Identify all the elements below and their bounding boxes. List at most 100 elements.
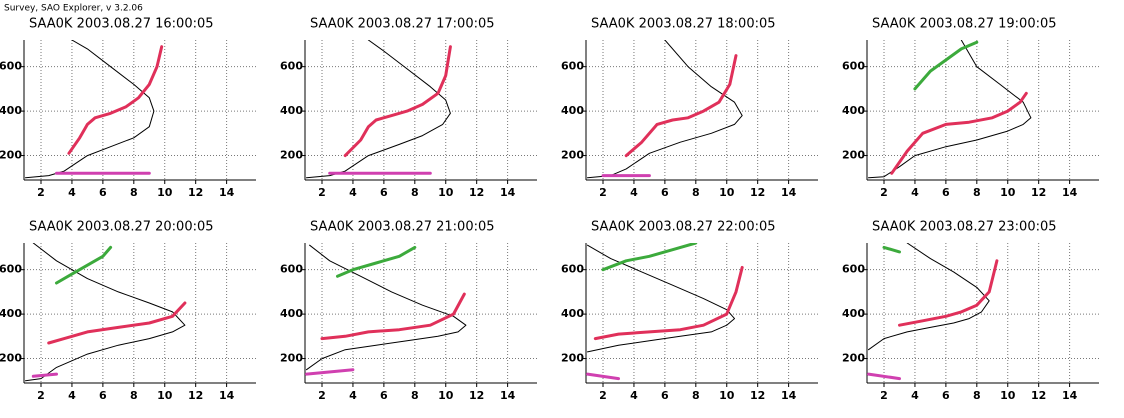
x-tick-label: 4 bbox=[911, 186, 919, 199]
x-tick-label: 10 bbox=[1000, 186, 1016, 199]
y-tick-label: 200 bbox=[842, 352, 865, 365]
x-tick-label: 4 bbox=[630, 389, 638, 402]
series-line bbox=[913, 40, 979, 91]
x-tick-label: 10 bbox=[1000, 389, 1016, 402]
series-line bbox=[336, 245, 417, 278]
series-line bbox=[593, 265, 744, 341]
series-line bbox=[587, 244, 735, 353]
plot-area bbox=[25, 40, 164, 179]
x-tick-label: 12 bbox=[750, 186, 765, 199]
panel: SAA0K 2003.08.27 21:00:05 2 4 6 8 10 12 14 200 40… bbox=[280, 220, 537, 402]
plot-area bbox=[25, 243, 187, 382]
panel-title: SAA0K 2003.08.27 22:00:05 bbox=[591, 220, 776, 235]
x-tick-label: 2 bbox=[880, 389, 888, 402]
y-tick-label: 400 bbox=[0, 104, 22, 117]
x-tick-label: 10 bbox=[157, 389, 173, 402]
plot-area bbox=[868, 40, 1032, 179]
y-tick-label: 400 bbox=[0, 307, 22, 320]
series-line bbox=[31, 372, 58, 378]
x-tick-label: 8 bbox=[692, 389, 700, 402]
x-tick-label: 10 bbox=[719, 389, 735, 402]
y-tick-label: 200 bbox=[561, 149, 584, 162]
plot-area bbox=[586, 243, 744, 381]
x-tick-label: 8 bbox=[130, 389, 138, 402]
x-tick-label: 8 bbox=[130, 186, 138, 199]
x-tick-label: 4 bbox=[349, 186, 357, 199]
x-tick-label: 10 bbox=[157, 186, 173, 199]
y-tick-label: 600 bbox=[561, 60, 584, 73]
x-tick-label: 12 bbox=[750, 389, 765, 402]
plot-area bbox=[587, 40, 743, 179]
panel: SAA0K 2003.08.27 23:00:05 2 4 6 8 10 12 14 200 40… bbox=[842, 220, 1099, 402]
caption: Survey, SAO Explorer, v 3.2.06 bbox=[4, 4, 143, 14]
series-line bbox=[25, 40, 155, 179]
panel-title: SAA0K 2003.08.27 17:00:05 bbox=[310, 17, 495, 32]
series-line bbox=[67, 45, 164, 155]
series-line bbox=[890, 91, 1028, 175]
x-tick-label: 12 bbox=[1031, 389, 1046, 402]
x-tick-label: 14 bbox=[500, 186, 516, 199]
series-line bbox=[586, 372, 620, 381]
x-tick-label: 10 bbox=[438, 389, 454, 402]
panel: SAA0K 2003.08.27 20:00:05 2 4 6 8 10 12 14 200 40… bbox=[0, 220, 256, 402]
panel: SAA0K 2003.08.27 18:00:05 2 4 6 8 10 12 14 200 40… bbox=[561, 17, 818, 199]
panel: SAA0K 2003.08.27 19:00:05 2 4 6 8 10 12 14 200 40… bbox=[842, 17, 1099, 199]
series-line bbox=[587, 40, 743, 179]
x-tick-label: 14 bbox=[1062, 389, 1078, 402]
x-tick-label: 2 bbox=[37, 186, 45, 199]
y-tick-label: 400 bbox=[842, 104, 865, 117]
y-tick-label: 600 bbox=[0, 60, 22, 73]
x-tick-label: 14 bbox=[219, 186, 235, 199]
x-tick-label: 6 bbox=[380, 186, 388, 199]
plot-area bbox=[305, 244, 467, 376]
x-tick-label: 14 bbox=[781, 389, 797, 402]
y-tick-label: 200 bbox=[280, 149, 303, 162]
y-tick-label: 400 bbox=[280, 307, 303, 320]
x-tick-label: 2 bbox=[599, 186, 607, 199]
panel: SAA0K 2003.08.27 22:00:05 2 4 6 8 10 12 14 200 40… bbox=[561, 220, 818, 402]
series-line bbox=[882, 245, 901, 254]
y-tick-label: 600 bbox=[280, 263, 303, 276]
panel: SAA0K 2003.08.27 17:00:05 2 4 6 8 10 12 14 200 40… bbox=[280, 17, 537, 199]
series-line bbox=[868, 243, 990, 351]
x-tick-label: 8 bbox=[411, 389, 419, 402]
x-tick-label: 4 bbox=[911, 389, 919, 402]
panel: SAA0K 2003.08.27 16:00:05 2 4 6 8 10 12 14 200 40… bbox=[0, 17, 256, 199]
x-tick-label: 12 bbox=[188, 186, 203, 199]
series-line bbox=[343, 45, 452, 158]
y-tick-label: 200 bbox=[280, 352, 303, 365]
series-line bbox=[306, 244, 467, 371]
series-line bbox=[25, 243, 186, 382]
series-line bbox=[320, 292, 466, 341]
y-tick-label: 600 bbox=[842, 60, 865, 73]
x-tick-label: 4 bbox=[68, 186, 76, 199]
x-tick-label: 10 bbox=[438, 186, 454, 199]
x-tick-label: 4 bbox=[349, 389, 357, 402]
plot-area bbox=[867, 243, 999, 381]
x-tick-label: 6 bbox=[99, 389, 107, 402]
x-tick-label: 10 bbox=[719, 186, 735, 199]
panel-title: SAA0K 2003.08.27 16:00:05 bbox=[29, 17, 214, 32]
x-tick-label: 12 bbox=[188, 389, 203, 402]
plot-area bbox=[306, 40, 452, 179]
x-tick-label: 8 bbox=[973, 389, 981, 402]
x-tick-label: 12 bbox=[469, 389, 484, 402]
x-tick-label: 6 bbox=[99, 186, 107, 199]
y-tick-label: 600 bbox=[842, 263, 865, 276]
x-tick-label: 4 bbox=[68, 389, 76, 402]
x-tick-label: 12 bbox=[469, 186, 484, 199]
x-tick-label: 2 bbox=[318, 186, 326, 199]
panel-title: SAA0K 2003.08.27 19:00:05 bbox=[872, 17, 1057, 32]
y-tick-label: 400 bbox=[280, 104, 303, 117]
y-tick-label: 400 bbox=[842, 307, 865, 320]
series-line bbox=[47, 301, 187, 345]
y-tick-label: 200 bbox=[0, 352, 22, 365]
x-tick-label: 6 bbox=[942, 186, 950, 199]
x-tick-label: 6 bbox=[942, 389, 950, 402]
x-tick-label: 6 bbox=[661, 186, 669, 199]
x-tick-label: 14 bbox=[219, 389, 235, 402]
series-line bbox=[55, 245, 113, 285]
series-line bbox=[624, 54, 738, 158]
x-tick-label: 8 bbox=[692, 186, 700, 199]
y-tick-label: 600 bbox=[561, 263, 584, 276]
